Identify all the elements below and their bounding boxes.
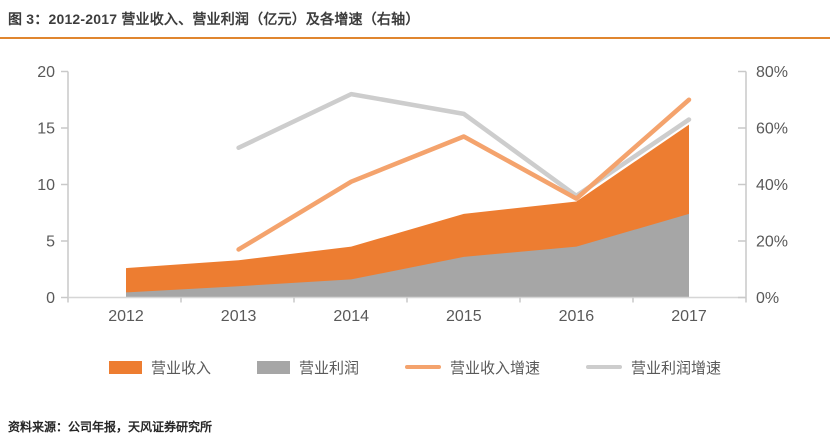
series-area-profit [126, 213, 689, 298]
right-tick-label: 0% [756, 290, 779, 307]
left-tick-label: 20 [37, 64, 55, 81]
legend-swatch-profit [256, 360, 290, 374]
right-tick-label: 40% [756, 177, 788, 194]
left-tick-label: 5 [46, 234, 55, 251]
right-tick-label: 20% [756, 234, 788, 251]
legend-swatch-revenue [108, 360, 142, 374]
legend-label-revenue: 营业收入 [150, 359, 211, 377]
x-axis-label: 2016 [559, 308, 595, 325]
right-tick-label: 60% [756, 121, 788, 138]
legend-label-revenue-growth: 营业收入增速 [450, 359, 541, 377]
legend-label-profit: 营业利润 [298, 359, 359, 377]
series-line-profit-growth [236, 91, 692, 199]
legend-item-revenue: 营业收入 [108, 357, 211, 378]
figure-header: 图 3：2012-2017 营业收入、营业利润（亿元）及各增速（右轴） [0, 0, 830, 39]
source-note: 资料来源：公司年报，天风证券研究所 [8, 420, 213, 434]
left-tick-label: 0 [46, 290, 55, 307]
right-tick-label: 80% [756, 64, 788, 81]
x-axis-label: 2012 [108, 308, 144, 325]
x-axis-label: 2015 [446, 308, 482, 325]
left-tick-label: 15 [37, 121, 55, 138]
chart-canvas: 0 5 10 15 20 0% 20% 40% 60% 80% 2012 2013 2014 2015 20… [37, 64, 788, 325]
legend-item-profit-growth: 营业利润增速 [586, 357, 721, 378]
x-axis-label: 2017 [671, 308, 707, 325]
x-axis-label: 2013 [221, 308, 257, 325]
x-axis-label: 2014 [333, 308, 369, 325]
left-tick-label: 10 [37, 177, 55, 194]
series-line-revenue-growth [236, 97, 692, 252]
figure-title: 图 3：2012-2017 营业收入、营业利润（亿元）及各增速（右轴） [8, 11, 420, 27]
chart-legend: 营业收入 营业利润 营业收入增速 营业利润增速 [0, 353, 830, 381]
legend-label-profit-growth: 营业利润增速 [631, 359, 722, 377]
title-rule [0, 37, 830, 39]
legend-swatch-revenue-growth [405, 365, 441, 369]
legend-item-profit: 营业利润 [256, 357, 359, 378]
legend-item-revenue-growth: 营业收入增速 [405, 357, 540, 378]
legend-swatch-profit-growth [586, 365, 623, 369]
